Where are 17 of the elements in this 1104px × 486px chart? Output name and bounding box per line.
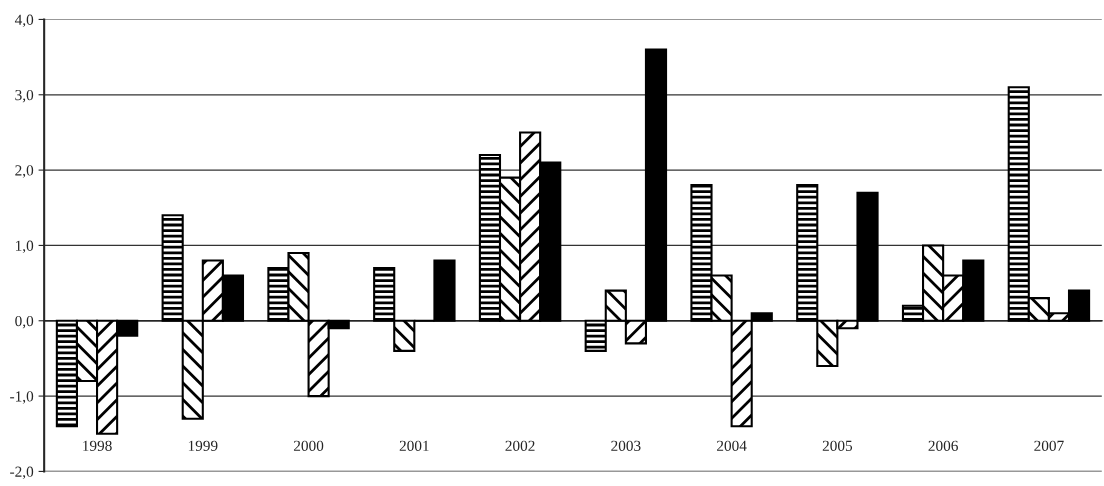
x-tick-label: 2006 — [928, 440, 958, 451]
x-tick-label: 2004 — [717, 440, 747, 451]
y-tick-label: -2,0 — [10, 466, 34, 480]
y-tick-label: -1,0 — [10, 391, 34, 404]
x-tick-label: 2002 — [505, 440, 535, 451]
x-tick-label: 2003 — [611, 440, 641, 451]
y-tick-label: 1,0 — [15, 240, 34, 254]
x-tick-label: 2001 — [399, 440, 429, 451]
y-tick-label: 4,0 — [14, 14, 34, 28]
x-tick-label: 2007 — [1034, 440, 1064, 451]
x-tick-label: 1999 — [188, 440, 218, 451]
x-tick-label: 2000 — [293, 440, 324, 451]
y-tick-label: 0,0 — [15, 315, 34, 329]
y-tick-label: 3,0 — [15, 89, 34, 103]
x-tick-label: 1998 — [83, 440, 112, 451]
x-tick-label: 2005 — [822, 440, 853, 451]
y-tick-label: 2,0 — [15, 165, 34, 178]
